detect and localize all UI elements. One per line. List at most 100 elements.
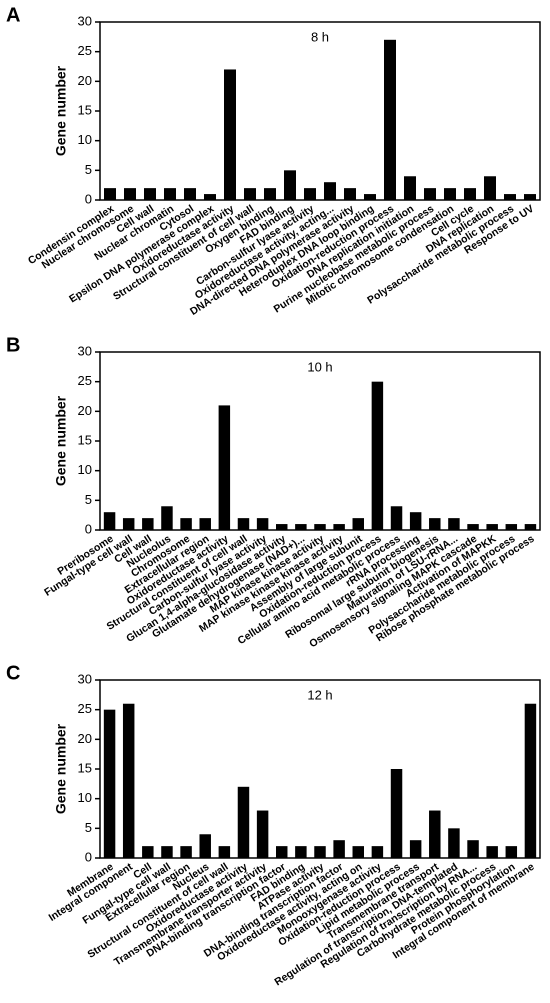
- bar: [104, 188, 116, 200]
- bar: [371, 381, 384, 530]
- y-tick-label: 5: [85, 492, 92, 507]
- y-tick-label: 30: [78, 343, 92, 358]
- y-axis-label: Gene number: [53, 395, 69, 486]
- plot-frame: [99, 21, 541, 201]
- bar: [237, 786, 250, 858]
- bar: [204, 194, 216, 200]
- y-tick-label: 10: [78, 132, 92, 147]
- y-tick-label: 10: [78, 790, 92, 805]
- bar: [464, 188, 476, 200]
- bar: [218, 405, 231, 530]
- y-axis-label: Gene number: [53, 723, 69, 814]
- bar: [404, 176, 416, 200]
- y-axis-label: Gene number: [53, 65, 69, 156]
- y-tick-label: 25: [78, 701, 92, 716]
- bar: [256, 518, 269, 530]
- bar: [295, 524, 307, 530]
- bar: [352, 518, 364, 530]
- bar: [390, 769, 403, 858]
- bar: [284, 170, 296, 200]
- bar: [364, 194, 376, 200]
- bar: [122, 703, 135, 858]
- bar: [314, 846, 326, 858]
- bar: [103, 512, 116, 530]
- bar: [524, 194, 536, 200]
- bar: [164, 188, 176, 200]
- y-tick-label: 15: [78, 102, 92, 117]
- bar: [424, 188, 436, 200]
- panel-label: C: [6, 662, 20, 684]
- bar: [409, 840, 422, 858]
- bar: [103, 709, 116, 858]
- y-tick-label: 25: [78, 373, 92, 388]
- bar: [304, 188, 316, 200]
- bar: [371, 846, 384, 858]
- y-tick-label: 15: [78, 432, 92, 447]
- bar: [180, 518, 192, 530]
- bar: [199, 518, 211, 530]
- bar: [333, 840, 345, 858]
- chart-title: 10 h: [307, 359, 332, 374]
- bar: [524, 703, 537, 858]
- bar: [484, 176, 496, 200]
- bar: [467, 524, 479, 530]
- y-tick-label: 5: [85, 162, 92, 177]
- bar: [333, 524, 345, 530]
- bar: [142, 846, 154, 858]
- y-tick-label: 20: [78, 403, 92, 418]
- y-tick-label: 25: [78, 43, 92, 58]
- y-tick-label: 15: [78, 760, 92, 775]
- bar: [486, 524, 498, 530]
- bar: [314, 524, 326, 530]
- bar: [256, 810, 269, 858]
- y-tick-label: 30: [78, 13, 92, 28]
- y-tick-label: 0: [85, 521, 92, 536]
- bar: [467, 840, 479, 858]
- panel-label: A: [6, 4, 20, 26]
- bar: [504, 194, 516, 200]
- bar: [244, 188, 256, 200]
- chart-title: 8 h: [311, 29, 329, 44]
- y-tick-label: 30: [78, 671, 92, 686]
- y-tick-label: 0: [85, 849, 92, 864]
- y-tick-label: 20: [78, 731, 92, 746]
- bar: [218, 846, 231, 858]
- bar: [390, 506, 403, 530]
- plot-frame: [99, 351, 541, 531]
- y-tick-label: 0: [85, 191, 92, 206]
- bar: [264, 188, 276, 200]
- y-tick-label: 5: [85, 820, 92, 835]
- chart-title: 12 h: [307, 687, 332, 702]
- bar: [384, 39, 396, 200]
- plot-frame: [99, 679, 541, 859]
- bar: [505, 524, 518, 530]
- bar: [344, 188, 356, 200]
- bar: [429, 810, 441, 858]
- bar: [486, 846, 498, 858]
- bar: [505, 846, 518, 858]
- x-tick-label: Fungal-type cell wall: [42, 533, 135, 599]
- bar: [448, 828, 460, 858]
- bar: [124, 188, 136, 200]
- panel-label: B: [6, 334, 20, 356]
- bar: [237, 518, 250, 530]
- bar: [142, 518, 154, 530]
- bar: [180, 846, 192, 858]
- bar: [444, 188, 456, 200]
- bar: [524, 524, 537, 530]
- bar: [448, 518, 460, 530]
- bar: [161, 846, 173, 858]
- bar: [409, 512, 422, 530]
- y-tick-label: 20: [78, 73, 92, 88]
- bar: [324, 182, 336, 200]
- bar: [184, 188, 196, 200]
- bar: [122, 518, 135, 530]
- y-tick-label: 10: [78, 462, 92, 477]
- bar: [429, 518, 441, 530]
- bar: [352, 846, 364, 858]
- bar: [199, 834, 211, 858]
- bar: [224, 69, 236, 200]
- bar: [161, 506, 173, 530]
